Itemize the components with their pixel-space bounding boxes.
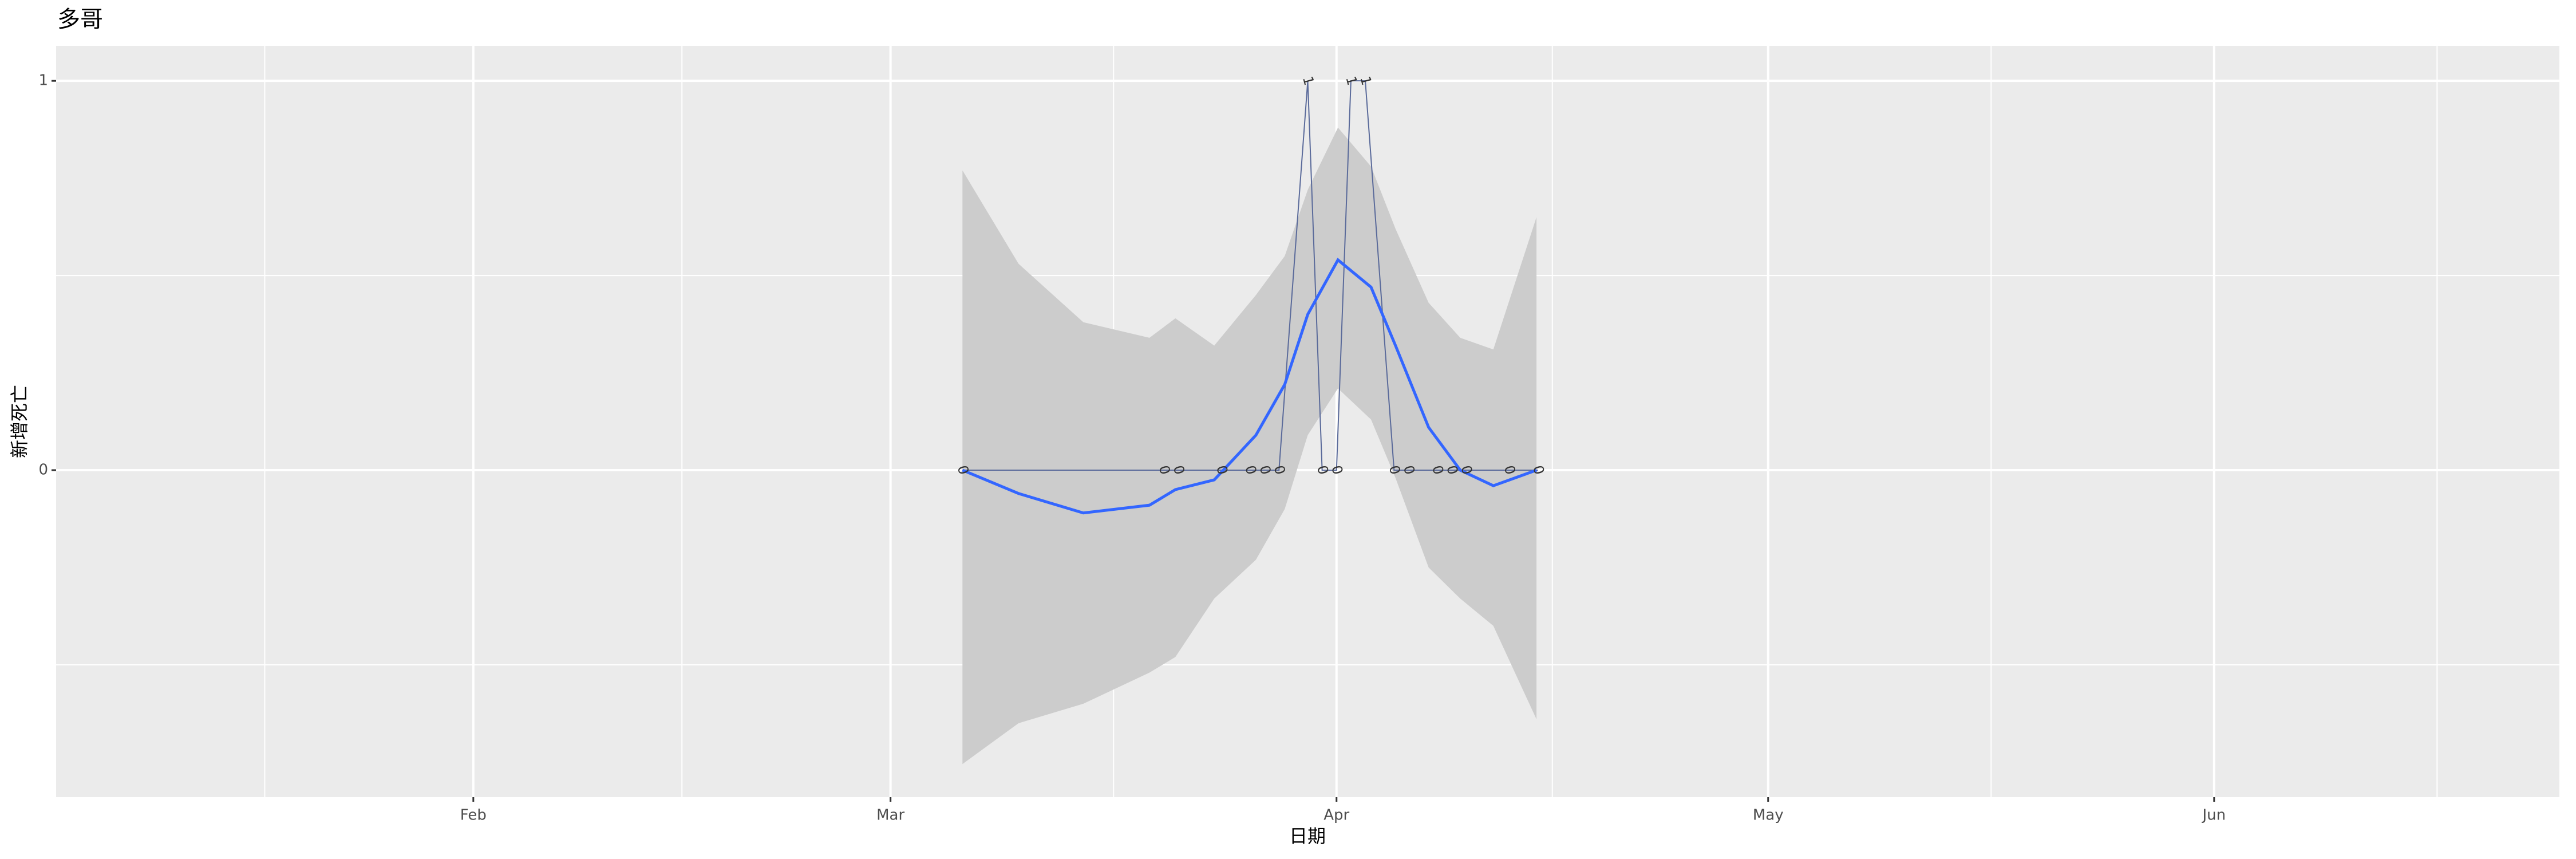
data-label: 0 bbox=[1400, 464, 1418, 476]
y-tick-label: 0 bbox=[38, 461, 48, 478]
x-tick-label: Apr bbox=[1323, 807, 1349, 824]
data-label: 0 bbox=[1501, 464, 1519, 476]
data-label: 0 bbox=[1443, 464, 1461, 476]
data-label: 0 bbox=[1457, 464, 1475, 476]
data-label: 0 bbox=[1386, 464, 1404, 476]
data-label: 1 bbox=[1357, 74, 1374, 87]
chart-title: 多哥 bbox=[57, 6, 103, 33]
x-tick-label: Jun bbox=[2202, 807, 2226, 824]
confidence-band bbox=[962, 127, 1537, 765]
data-label: 0 bbox=[1242, 464, 1259, 476]
data-label: 0 bbox=[1170, 464, 1188, 476]
data-label: 0 bbox=[1530, 464, 1547, 476]
data-label: 0 bbox=[1271, 464, 1289, 476]
data-label: 0 bbox=[1429, 464, 1447, 476]
x-tick-label: Mar bbox=[876, 807, 904, 824]
data-label: 1 bbox=[1342, 74, 1360, 87]
data-label: 0 bbox=[1156, 464, 1174, 476]
data-label: 0 bbox=[1328, 464, 1346, 476]
data-label: 0 bbox=[1314, 464, 1332, 476]
data-label: 0 bbox=[1257, 464, 1274, 476]
data-label: 0 bbox=[954, 464, 972, 476]
data-label: 0 bbox=[1213, 464, 1231, 476]
y-axis-label: 新增死亡 bbox=[9, 385, 30, 458]
data-label: 1 bbox=[1299, 74, 1317, 87]
smooth-line bbox=[962, 258, 1537, 515]
y-tick-label: 1 bbox=[38, 72, 48, 89]
x-axis-label: 日期 bbox=[1289, 825, 1326, 847]
x-tick-label: Feb bbox=[460, 807, 487, 824]
x-tick-label: May bbox=[1753, 807, 1784, 824]
